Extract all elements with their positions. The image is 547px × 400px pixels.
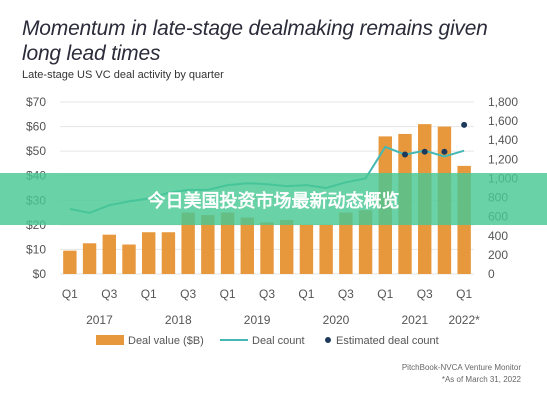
x-tick-label: Q1 xyxy=(456,287,472,301)
source-text: PitchBook-NVCA Venture Monitor xyxy=(401,363,521,372)
y-right-tick-label: 1,200 xyxy=(488,152,518,166)
x-tick-label: Q3 xyxy=(338,287,354,301)
year-label: 2017 xyxy=(86,313,113,327)
legend-marker-swatch xyxy=(325,337,331,343)
chart-title: Momentum in late-stage dealmaking remain… xyxy=(22,17,488,65)
overlay-banner-text: 今日美国投资市场最新动态概览 xyxy=(147,191,400,211)
bar xyxy=(319,224,333,274)
bar xyxy=(142,232,156,274)
y-left-tick-label: $10 xyxy=(26,242,46,256)
overlay-banner: 今日美国投资市场最新动态概览 xyxy=(0,173,547,225)
y-left-tick-label: $50 xyxy=(26,144,46,158)
y-right-tick-label: 400 xyxy=(488,229,508,243)
bar xyxy=(102,234,116,274)
estimated-deal-count-point xyxy=(421,148,428,155)
y-right-tick-label: 0 xyxy=(488,267,495,281)
footnote-text: *As of March 31, 2022 xyxy=(441,375,521,384)
year-label: 2018 xyxy=(165,313,192,327)
bar xyxy=(280,219,294,274)
legend-label: Deal count xyxy=(252,335,305,347)
x-tick-label: Q3 xyxy=(180,287,196,301)
x-tick-label: Q3 xyxy=(101,287,117,301)
y-left-tick-label: $0 xyxy=(33,267,47,281)
legend-label: Deal value ($B) xyxy=(128,335,204,347)
bar xyxy=(260,222,274,274)
bar xyxy=(201,215,215,274)
year-label: 2022* xyxy=(448,313,480,327)
x-tick-label: Q1 xyxy=(220,287,236,301)
x-tick-label: Q1 xyxy=(62,287,78,301)
y-right-tick-label: 1,800 xyxy=(488,95,518,109)
year-label: 2019 xyxy=(244,313,271,327)
x-tick-label: Q3 xyxy=(417,287,433,301)
legend-bar-swatch xyxy=(96,335,124,345)
bar xyxy=(358,210,373,274)
bar xyxy=(82,243,97,274)
y-right-tick-label: 200 xyxy=(488,248,508,262)
y-left-tick-label: $60 xyxy=(26,120,46,134)
x-tick-label: Q1 xyxy=(377,287,393,301)
year-label: 2020 xyxy=(323,313,350,327)
bar xyxy=(299,224,314,274)
year-label: 2021 xyxy=(402,313,429,327)
bar xyxy=(339,212,353,274)
source-note: PitchBook-NVCA Venture Monitor *As of Ma… xyxy=(402,362,521,386)
bar xyxy=(122,244,136,274)
legend-label: Estimated deal count xyxy=(336,335,439,347)
y-right-tick-label: 1,400 xyxy=(488,133,518,147)
y-left-tick-label: $70 xyxy=(26,95,46,109)
estimated-deal-count-point xyxy=(402,151,408,158)
bar xyxy=(161,232,176,274)
y-right-tick-label: 1,600 xyxy=(488,114,518,128)
x-tick-label: Q1 xyxy=(298,287,314,301)
bar xyxy=(181,212,195,274)
bar xyxy=(220,212,235,274)
x-tick-label: Q3 xyxy=(259,287,275,301)
chart-subtitle: Late-stage US VC deal activity by quarte… xyxy=(22,69,224,81)
estimated-deal-count-point xyxy=(441,148,448,155)
bar xyxy=(240,217,254,274)
estimated-deal-count-point xyxy=(461,121,468,128)
x-tick-label: Q1 xyxy=(141,287,157,301)
bar xyxy=(63,250,77,274)
